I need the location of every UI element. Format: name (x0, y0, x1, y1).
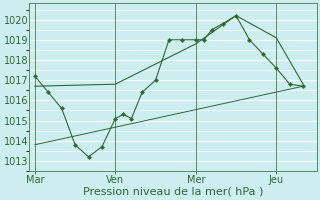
X-axis label: Pression niveau de la mer( hPa ): Pression niveau de la mer( hPa ) (83, 187, 263, 197)
